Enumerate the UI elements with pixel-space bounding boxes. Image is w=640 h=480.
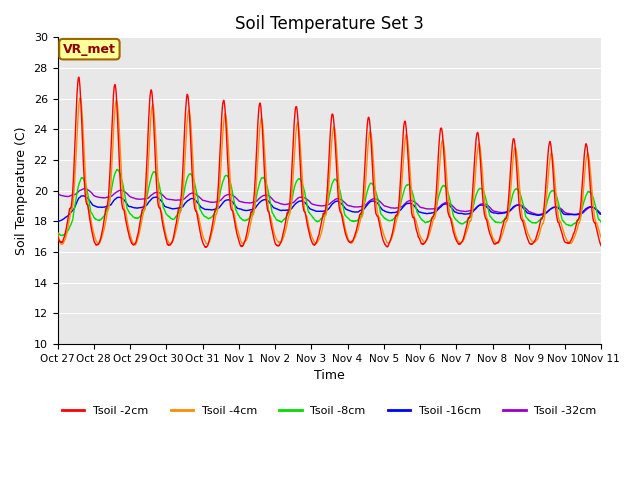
Y-axis label: Soil Temperature (C): Soil Temperature (C) [15,126,28,255]
X-axis label: Time: Time [314,370,345,383]
Legend: Tsoil -2cm, Tsoil -4cm, Tsoil -8cm, Tsoil -16cm, Tsoil -32cm: Tsoil -2cm, Tsoil -4cm, Tsoil -8cm, Tsoi… [58,402,601,421]
Text: VR_met: VR_met [63,43,116,56]
Title: Soil Temperature Set 3: Soil Temperature Set 3 [235,15,424,33]
